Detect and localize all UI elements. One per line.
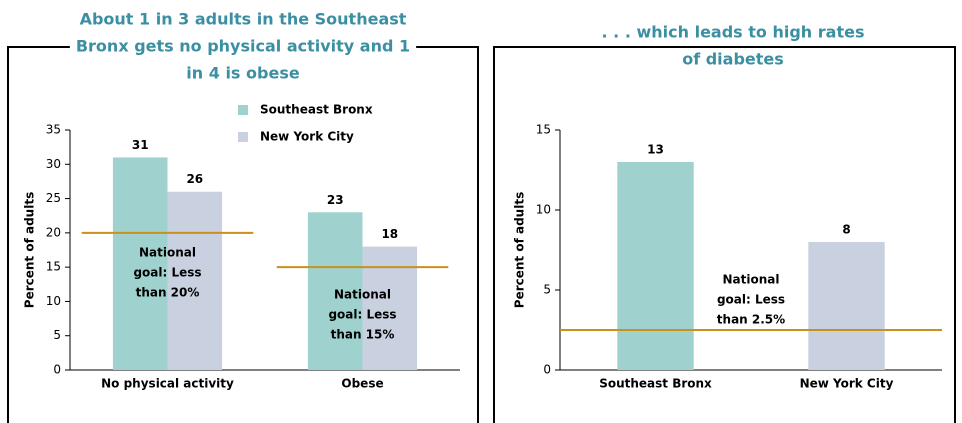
title-bg xyxy=(69,36,417,56)
x-tick-label: Southeast Bronx xyxy=(599,377,712,391)
chart-title: About 1 in 3 adults in the Southeast xyxy=(80,10,407,29)
y-tick-label: 15 xyxy=(46,260,61,274)
y-tick-label: 30 xyxy=(46,157,61,171)
y-tick-label: 0 xyxy=(53,363,61,377)
reference-label: National xyxy=(139,245,196,259)
y-tick-label: 35 xyxy=(46,123,61,137)
legend-swatch xyxy=(238,132,248,142)
x-tick-label: No physical activity xyxy=(101,377,234,391)
title-bg xyxy=(595,22,871,42)
title-bg xyxy=(676,49,790,69)
bar-value-label: 8 xyxy=(842,223,850,237)
y-tick-label: 20 xyxy=(46,225,61,239)
bar xyxy=(167,191,223,370)
bar xyxy=(808,242,885,370)
y-tick-label: 5 xyxy=(543,283,551,297)
y-tick-label: 10 xyxy=(536,203,551,217)
frame xyxy=(493,46,956,423)
bar xyxy=(112,157,168,370)
bar-value-label: 13 xyxy=(647,143,664,157)
bar-value-label: 23 xyxy=(327,193,344,207)
bar xyxy=(617,162,694,370)
y-axis-label: Percent of adults xyxy=(23,192,37,308)
y-tick-label: 15 xyxy=(536,123,551,137)
reference-label: National xyxy=(723,273,780,287)
y-tick-label: 5 xyxy=(53,328,61,342)
bar xyxy=(307,212,363,370)
y-tick-label: 10 xyxy=(46,294,61,308)
x-tick-label: New York City xyxy=(800,377,894,391)
x-tick-label: Obese xyxy=(341,377,383,391)
y-tick-label: 25 xyxy=(46,191,61,205)
bar-value-label: 26 xyxy=(186,172,203,186)
bar-value-label: 18 xyxy=(381,227,398,241)
reference-label: than 20% xyxy=(136,285,200,299)
legend-label: New York City xyxy=(260,130,354,144)
bar-value-label: 31 xyxy=(132,138,149,152)
chart-title: of diabetes xyxy=(682,50,784,69)
chart-title: Bronx gets no physical activity and 1 xyxy=(76,37,410,56)
reference-label: than 15% xyxy=(331,328,395,342)
title-bg xyxy=(180,63,306,83)
reference-label: than 2.5% xyxy=(717,313,785,327)
reference-label: goal: Less xyxy=(717,293,785,307)
y-tick-label: 0 xyxy=(543,363,551,377)
chart-title: . . . which leads to high rates xyxy=(602,23,865,42)
reference-label: goal: Less xyxy=(328,308,396,322)
reference-label: goal: Less xyxy=(133,265,201,279)
legend-swatch xyxy=(238,105,248,115)
y-axis-label: Percent of adults xyxy=(513,192,527,308)
chart-title: in 4 is obese xyxy=(186,64,300,83)
legend-label: Southeast Bronx xyxy=(260,103,373,117)
title-bg xyxy=(73,9,413,29)
reference-label: National xyxy=(334,288,391,302)
